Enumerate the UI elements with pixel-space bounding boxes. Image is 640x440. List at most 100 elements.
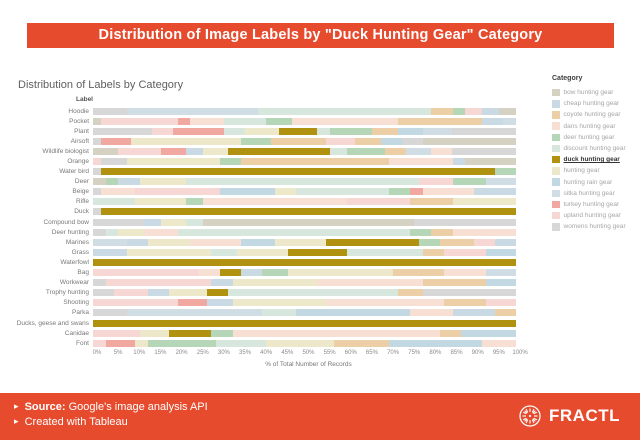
bar-segment-discount[interactable] — [346, 248, 423, 256]
bar-segment-deer[interactable] — [241, 137, 271, 145]
bar-segment-rain[interactable] — [460, 329, 516, 337]
bar-segment-sitka[interactable] — [486, 269, 516, 277]
bar-segment-dans[interactable] — [422, 188, 474, 196]
bar-segment-hunting[interactable] — [131, 137, 242, 145]
bar-segment-coyote[interactable] — [397, 117, 483, 125]
bar-segment-dans[interactable] — [291, 117, 398, 125]
bar-segment-coyote[interactable] — [393, 269, 445, 277]
legend-item-turkey[interactable]: turkey hunting gear — [552, 199, 638, 210]
bar-segment-cheap[interactable] — [452, 309, 495, 317]
bar-segment-sitka[interactable] — [405, 147, 432, 155]
row-label[interactable]: Orange — [67, 158, 89, 166]
row-label[interactable]: Bag — [77, 269, 89, 277]
row-label[interactable]: Duck — [74, 208, 89, 216]
bar-segment-deer[interactable] — [266, 117, 292, 125]
bar-segment-rain[interactable] — [380, 137, 402, 145]
bar-segment-upland[interactable] — [444, 248, 487, 256]
bar-segment-dans[interactable] — [190, 117, 225, 125]
legend-item-womens[interactable]: womens hunting gear — [552, 221, 638, 232]
bar-segment-dans[interactable] — [202, 198, 347, 206]
bar-segment-hunting[interactable] — [287, 269, 394, 277]
bar-segment-deer[interactable] — [410, 228, 432, 236]
bar-segment-hunting[interactable] — [236, 248, 288, 256]
bar-segment-dans[interactable] — [198, 269, 220, 277]
bar-segment-womens[interactable] — [93, 228, 106, 236]
bar-segment-deer[interactable] — [329, 127, 373, 135]
bar-segment-dans[interactable] — [325, 299, 445, 307]
bar-segment-coyote[interactable] — [241, 158, 390, 166]
bar-segment-duck[interactable] — [207, 289, 229, 297]
bar-segment-hunting[interactable] — [169, 289, 208, 297]
bar-segment-cheap[interactable] — [482, 107, 500, 115]
bar-segment-womens[interactable] — [452, 127, 516, 135]
bar-segment-discount[interactable] — [228, 289, 398, 297]
bar-segment-upland[interactable] — [135, 188, 220, 196]
bar-segment-dans[interactable] — [431, 147, 453, 155]
bar-segment-womens[interactable] — [414, 218, 516, 226]
bar-segment-rain[interactable] — [389, 339, 483, 347]
bar-segment-deer[interactable] — [147, 339, 216, 347]
bar-segment-deer[interactable] — [105, 178, 119, 186]
bar-segment-upland[interactable] — [152, 127, 174, 135]
row-label[interactable]: Waterfowl — [60, 258, 89, 266]
bar-segment-cheap[interactable] — [186, 147, 203, 155]
bar-segment-cheap[interactable] — [494, 238, 516, 246]
bar-segment-deer[interactable] — [494, 168, 516, 176]
row-label[interactable]: Workwear — [59, 279, 89, 287]
bar-segment-cheap[interactable] — [211, 279, 233, 287]
bar-segment-hunting[interactable] — [232, 279, 318, 287]
bar-segment-upland[interactable] — [346, 198, 411, 206]
bar-segment-sitka[interactable] — [486, 178, 516, 186]
bar-segment-womens[interactable] — [93, 168, 102, 176]
bar-segment-discount[interactable] — [257, 107, 432, 115]
bar-segment-discount[interactable] — [224, 127, 246, 135]
bar-segment-upland[interactable] — [93, 158, 102, 166]
row-label[interactable]: Trophy hunting — [45, 289, 89, 297]
row-label[interactable]: Compound bow — [43, 218, 89, 226]
bar-segment-deer[interactable] — [219, 158, 242, 166]
bar-segment-bow[interactable] — [499, 107, 516, 115]
bar-segment-sitka[interactable] — [503, 117, 516, 125]
bar-segment-hunting[interactable] — [139, 178, 187, 186]
bar-segment-coyote[interactable] — [334, 339, 390, 347]
row-label[interactable]: Wildlife biologist — [42, 147, 89, 155]
bar-segment-womens[interactable] — [401, 137, 423, 145]
row-label[interactable]: Grass — [71, 248, 89, 256]
legend-item-deer[interactable]: deer hunting gear — [552, 132, 638, 143]
bar-segment-cheap[interactable] — [452, 158, 466, 166]
bar-segment-duck[interactable] — [93, 258, 516, 266]
bar-segment-upland[interactable] — [114, 289, 148, 297]
bar-segment-rain[interactable] — [486, 279, 516, 287]
bar-segment-discount[interactable] — [186, 178, 419, 186]
bar-segment-womens[interactable] — [422, 289, 516, 297]
bar-segment-hunting[interactable] — [139, 329, 170, 337]
bar-segment-sitka[interactable] — [126, 309, 263, 317]
legend-item-rain[interactable]: hunting rain gear — [552, 177, 638, 188]
legend-item-cheap[interactable]: cheap hunting gear — [552, 98, 638, 109]
bar-segment-bow[interactable] — [93, 178, 106, 186]
bar-segment-upland[interactable] — [93, 329, 140, 337]
bar-segment-deer[interactable] — [452, 178, 487, 186]
bar-segment-discount[interactable] — [105, 228, 119, 236]
bar-segment-sitka[interactable] — [93, 238, 127, 246]
bar-segment-hunting[interactable] — [126, 248, 212, 256]
row-label[interactable]: Pocket — [69, 117, 89, 125]
bar-segment-upland[interactable] — [325, 137, 356, 145]
bar-segment-bow[interactable] — [465, 158, 516, 166]
bar-segment-deer[interactable] — [186, 198, 203, 206]
bar-segment-bow[interactable] — [93, 147, 119, 155]
row-label[interactable]: Water bird — [59, 168, 89, 176]
row-label[interactable]: Ducks, geese and swans — [16, 319, 89, 327]
bar-segment-turkey[interactable] — [173, 127, 225, 135]
bar-segment-rain[interactable] — [397, 127, 423, 135]
bar-segment-bow[interactable] — [202, 218, 415, 226]
bar-segment-sitka[interactable] — [422, 127, 453, 135]
row-label[interactable]: Parka — [72, 309, 89, 317]
bar-segment-hunting[interactable] — [232, 299, 326, 307]
bar-segment-coyote[interactable] — [384, 147, 406, 155]
bar-segment-womens[interactable] — [93, 208, 102, 216]
bar-segment-dans[interactable] — [482, 339, 516, 347]
bar-segment-sitka[interactable] — [126, 107, 258, 115]
bar-segment-discount[interactable] — [186, 218, 203, 226]
legend-item-dans[interactable]: dans hunting gear — [552, 121, 638, 132]
